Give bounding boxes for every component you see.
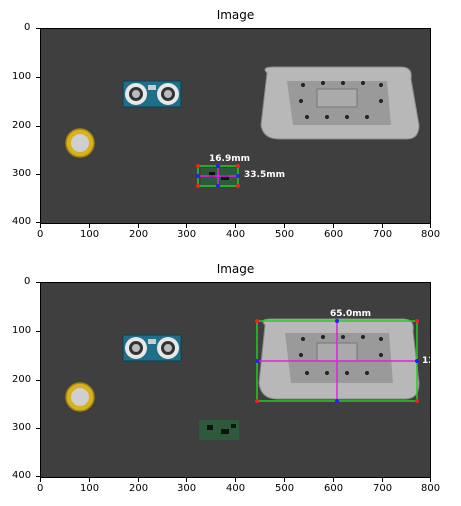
panel-title: Image [216,8,255,22]
x-tick-label: 200 [129,483,149,494]
x-tick-label: 0 [37,229,44,240]
x-tick-label: 800 [421,229,441,240]
y-tick-label: 100 [12,325,32,336]
x-tick-label: 500 [275,483,295,494]
pcb-board [201,168,237,186]
x-tick-label: 500 [275,229,295,240]
height-measurement-label: 33.5mm [244,170,285,180]
image-canvas: 65.0mm 12 [65,309,431,440]
tray-object [258,318,420,400]
x-tick-label: 200 [129,229,149,240]
y-tick-label: 300 [12,168,32,179]
x-tick-label: 600 [324,229,344,240]
coin [65,382,95,412]
x-tick-label: 300 [177,483,197,494]
x-tick-label: 100 [80,229,100,240]
ultrasonic-sensor [122,334,182,362]
y-tick-label: 400 [12,470,32,481]
y-tick-label: 200 [12,374,32,385]
width-measurement-label: 65.0mm [330,309,371,319]
y-tick-label: 0 [24,22,31,33]
height-measurement-label: 12 [422,356,431,366]
x-tick-label: 700 [373,229,393,240]
image-axes: 16.9mm 33.5mm [40,28,431,224]
image-panel-top: Image [12,8,441,240]
x-tick-label: 100 [80,483,100,494]
x-tick-label: 0 [37,483,44,494]
y-tick-label: 100 [12,71,32,82]
y-tick-label: 400 [12,216,32,227]
pcb-board [199,420,239,440]
width-measurement-label: 16.9mm [209,154,250,164]
image-panel-bottom: Image [0,253,461,506]
panel-title: Image [216,262,255,276]
tray-object [260,66,420,140]
coin [65,128,95,158]
y-tick-label: 300 [12,422,32,433]
x-tick-label: 600 [324,483,344,494]
measurement-box: 65.0mm 12 [255,309,431,403]
image-axes: 65.0mm 12 [40,282,431,478]
x-tick-label: 400 [226,483,246,494]
x-tick-label: 700 [373,483,393,494]
y-tick-label: 0 [24,276,31,287]
y-tick-label: 200 [12,120,32,131]
x-tick-label: 300 [177,229,197,240]
image-canvas: 16.9mm 33.5mm [65,66,420,188]
x-tick-label: 400 [226,229,246,240]
measurement-box: 16.9mm 33.5mm [196,154,285,188]
ultrasonic-sensor [122,80,182,108]
x-tick-label: 800 [421,483,441,494]
